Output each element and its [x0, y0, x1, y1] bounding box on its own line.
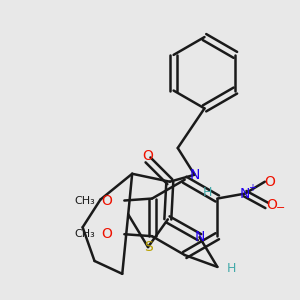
Text: CH₃: CH₃ [74, 196, 95, 206]
Text: N: N [189, 168, 200, 182]
Text: +: + [248, 183, 256, 193]
Text: CH₃: CH₃ [74, 229, 95, 239]
Text: N: N [194, 230, 205, 244]
Text: O: O [266, 199, 277, 212]
Text: −: − [276, 203, 285, 214]
Text: H: H [203, 186, 212, 199]
Text: N: N [240, 187, 250, 201]
Text: O: O [142, 149, 154, 163]
Text: O: O [101, 227, 112, 241]
Text: O: O [101, 194, 112, 208]
Text: H: H [226, 262, 236, 275]
Text: O: O [264, 175, 275, 189]
Text: S: S [144, 240, 152, 254]
